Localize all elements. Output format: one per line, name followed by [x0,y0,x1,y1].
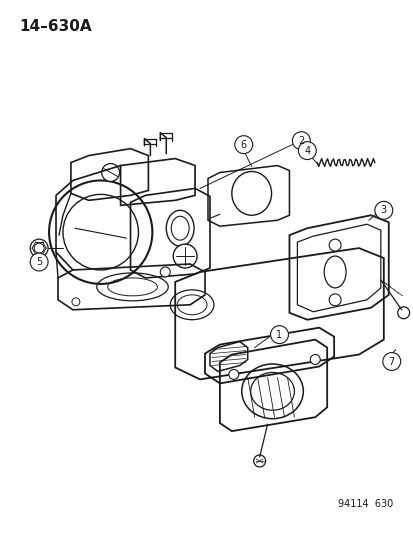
Circle shape [30,253,48,271]
Circle shape [298,142,316,159]
Circle shape [328,239,340,251]
Text: 14–630A: 14–630A [19,19,92,34]
Circle shape [270,326,288,344]
Circle shape [382,352,400,370]
Circle shape [173,244,197,268]
Circle shape [234,136,252,154]
Circle shape [328,294,340,306]
Circle shape [160,267,170,277]
Text: 7: 7 [388,357,394,367]
Text: 5: 5 [36,257,42,267]
Text: 6: 6 [240,140,246,150]
Circle shape [310,354,320,365]
Circle shape [30,239,48,257]
Circle shape [397,307,408,319]
Circle shape [102,164,119,181]
Text: 94114  630: 94114 630 [338,499,393,508]
Circle shape [253,455,265,467]
Text: 2: 2 [297,136,304,146]
Circle shape [34,243,44,253]
Circle shape [72,298,80,306]
Circle shape [374,201,392,219]
Text: 1: 1 [276,329,282,340]
Text: 3: 3 [380,205,386,215]
Circle shape [228,369,238,379]
Circle shape [292,132,310,150]
Text: 4: 4 [304,146,310,156]
